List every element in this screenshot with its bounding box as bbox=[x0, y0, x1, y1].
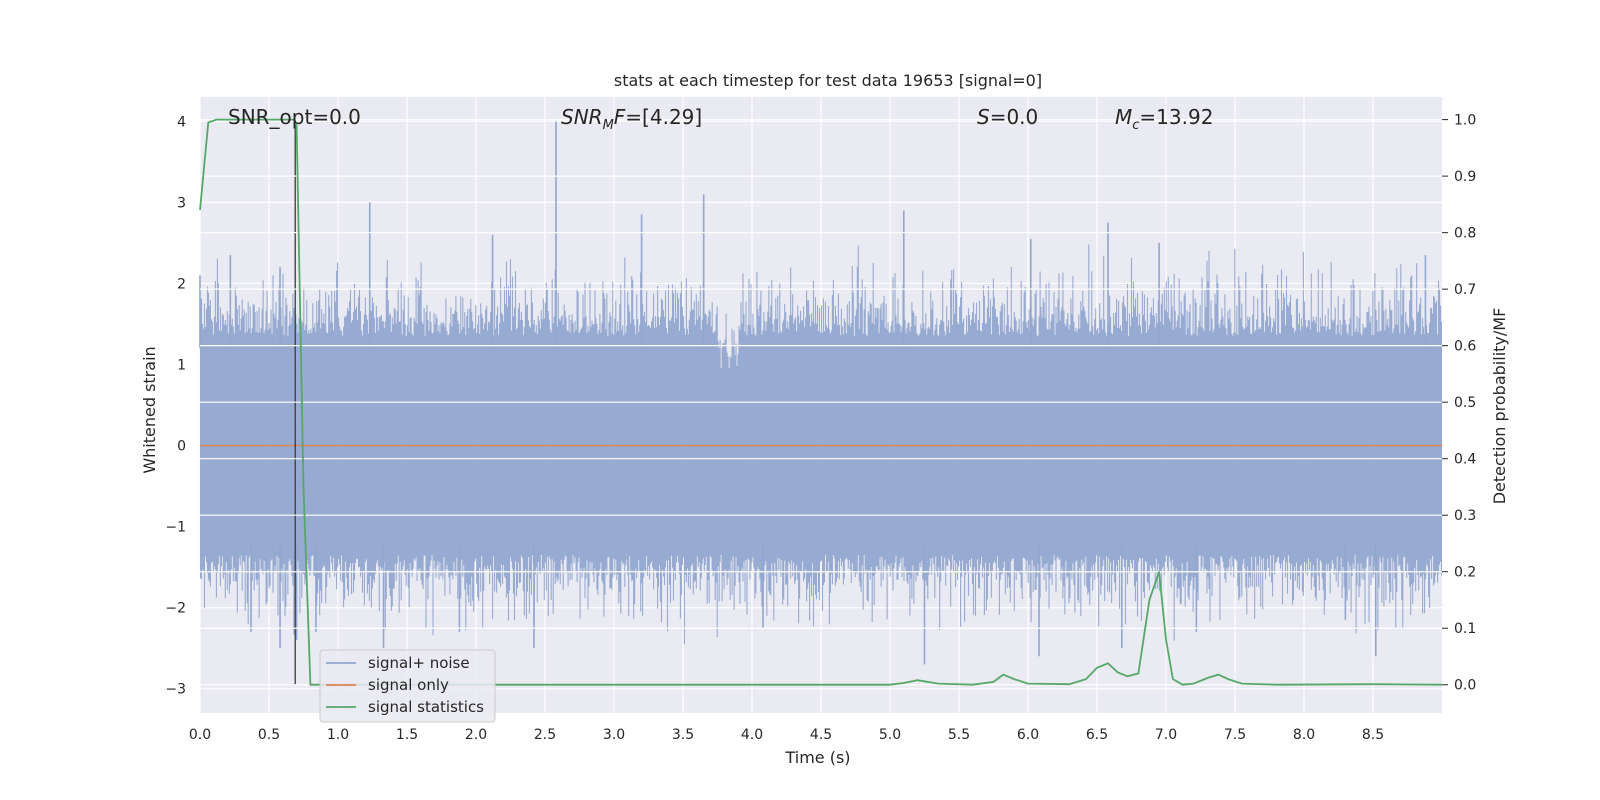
annotation-mc-rest: =13.92 bbox=[1139, 105, 1213, 129]
x-axis-ticks: 0.0 0.5 1.0 1.5 2.0 2.5 3.0 3.5 4.0 4.5 5.0 5.5 6.0 6… bbox=[189, 727, 1384, 743]
x-tick-label: 0.0 bbox=[189, 727, 211, 743]
legend: signal+ noise signal only signal statistic… bbox=[319, 649, 496, 723]
annotation-snr-mf: SNRMF=[4.29] bbox=[561, 105, 702, 133]
y-tick-label: −2 bbox=[165, 601, 186, 617]
x-tick-label: 8.5 bbox=[1362, 727, 1384, 743]
y2-axis-label: Detection probability/MF bbox=[1490, 308, 1509, 505]
legend-label: signal+ noise bbox=[368, 654, 470, 672]
series-signal-statistics bbox=[199, 118, 1443, 686]
annotation-snr-mf-value: =[4.29] bbox=[625, 105, 702, 129]
legend-box bbox=[319, 649, 496, 723]
x-tick-label: 1.5 bbox=[396, 727, 418, 743]
y2-tick-label: 0.6 bbox=[1454, 339, 1476, 355]
y-tick-label: 3 bbox=[177, 195, 186, 211]
chart-title: stats at each timestep for test data 196… bbox=[614, 71, 1042, 90]
x-tick-label: 7.0 bbox=[1155, 727, 1177, 743]
y-tick-label: 0 bbox=[177, 439, 186, 455]
annotation-mc-sub: c bbox=[1132, 118, 1139, 133]
x-tick-label: 3.0 bbox=[603, 727, 625, 743]
x-tick-label: 8.0 bbox=[1293, 727, 1315, 743]
y-tick-label: 1 bbox=[177, 357, 186, 373]
annotation-mc: Mc=13.92 bbox=[1115, 105, 1213, 133]
y2-tick-label: 0.3 bbox=[1454, 508, 1476, 524]
x-tick-label: 4.5 bbox=[810, 727, 832, 743]
x-tick-label: 6.0 bbox=[1017, 727, 1039, 743]
signal-statistics-line bbox=[199, 118, 1443, 686]
annotation-snr-mf-sub: M bbox=[603, 118, 614, 133]
y-tick-label: 4 bbox=[177, 114, 186, 130]
y2-tick-label: 0.2 bbox=[1454, 565, 1476, 581]
y-tick-label: −3 bbox=[165, 682, 186, 698]
y2-tick-label: 0.9 bbox=[1454, 169, 1476, 185]
y2-tick-label: 0.1 bbox=[1454, 621, 1476, 637]
annotation-s-rest: =0.0 bbox=[990, 105, 1039, 129]
x-tick-label: 5.5 bbox=[948, 727, 970, 743]
y2-tick-label: 0.8 bbox=[1454, 226, 1476, 242]
y2-axis-ticks: 0.0 0.1 0.2 0.3 0.4 0.5 0.6 0.7 0.8 0.9 1.0 bbox=[1442, 113, 1476, 694]
y2-tick-label: 0.4 bbox=[1454, 452, 1476, 468]
x-tick-label: 7.5 bbox=[1224, 727, 1246, 743]
y-tick-label: 2 bbox=[177, 276, 186, 292]
annotation-s-main: S bbox=[977, 105, 990, 129]
series-signal-noise bbox=[199, 121, 1443, 665]
x-tick-label: 3.5 bbox=[672, 727, 694, 743]
annotation-snr-mf-f: F bbox=[614, 105, 626, 129]
y-axis-label: Whitened strain bbox=[140, 346, 159, 473]
annotation-snr-mf-rest: F=[4.29] bbox=[614, 105, 702, 129]
noise-bars bbox=[199, 244, 1443, 645]
x-tick-label: 4.0 bbox=[741, 727, 763, 743]
x-tick-label: 2.5 bbox=[534, 727, 556, 743]
y-tick-label: −1 bbox=[165, 520, 186, 536]
legend-label: signal statistics bbox=[368, 698, 484, 716]
annotation-mc-main: M bbox=[1115, 105, 1132, 129]
x-tick-label: 0.5 bbox=[258, 727, 280, 743]
x-tick-label: 1.0 bbox=[327, 727, 349, 743]
y-axis-ticks: −3 −2 −1 0 1 2 3 4 bbox=[165, 114, 186, 697]
y2-tick-label: 1.0 bbox=[1454, 113, 1476, 129]
y2-tick-label: 0.7 bbox=[1454, 282, 1476, 298]
annotation-snr-mf-main: SNR bbox=[561, 105, 603, 129]
x-axis-label: Time (s) bbox=[784, 748, 850, 767]
y2-tick-label: 0.0 bbox=[1454, 678, 1476, 694]
y2-tick-label: 0.5 bbox=[1454, 395, 1476, 411]
annotation-snr-opt: SNR_opt=0.0 bbox=[228, 105, 361, 129]
legend-label: signal only bbox=[368, 676, 449, 694]
x-tick-label: 6.5 bbox=[1086, 727, 1108, 743]
x-tick-label: 2.0 bbox=[465, 727, 487, 743]
annotation-s: S=0.0 bbox=[977, 105, 1038, 129]
x-tick-label: 5.0 bbox=[879, 727, 901, 743]
